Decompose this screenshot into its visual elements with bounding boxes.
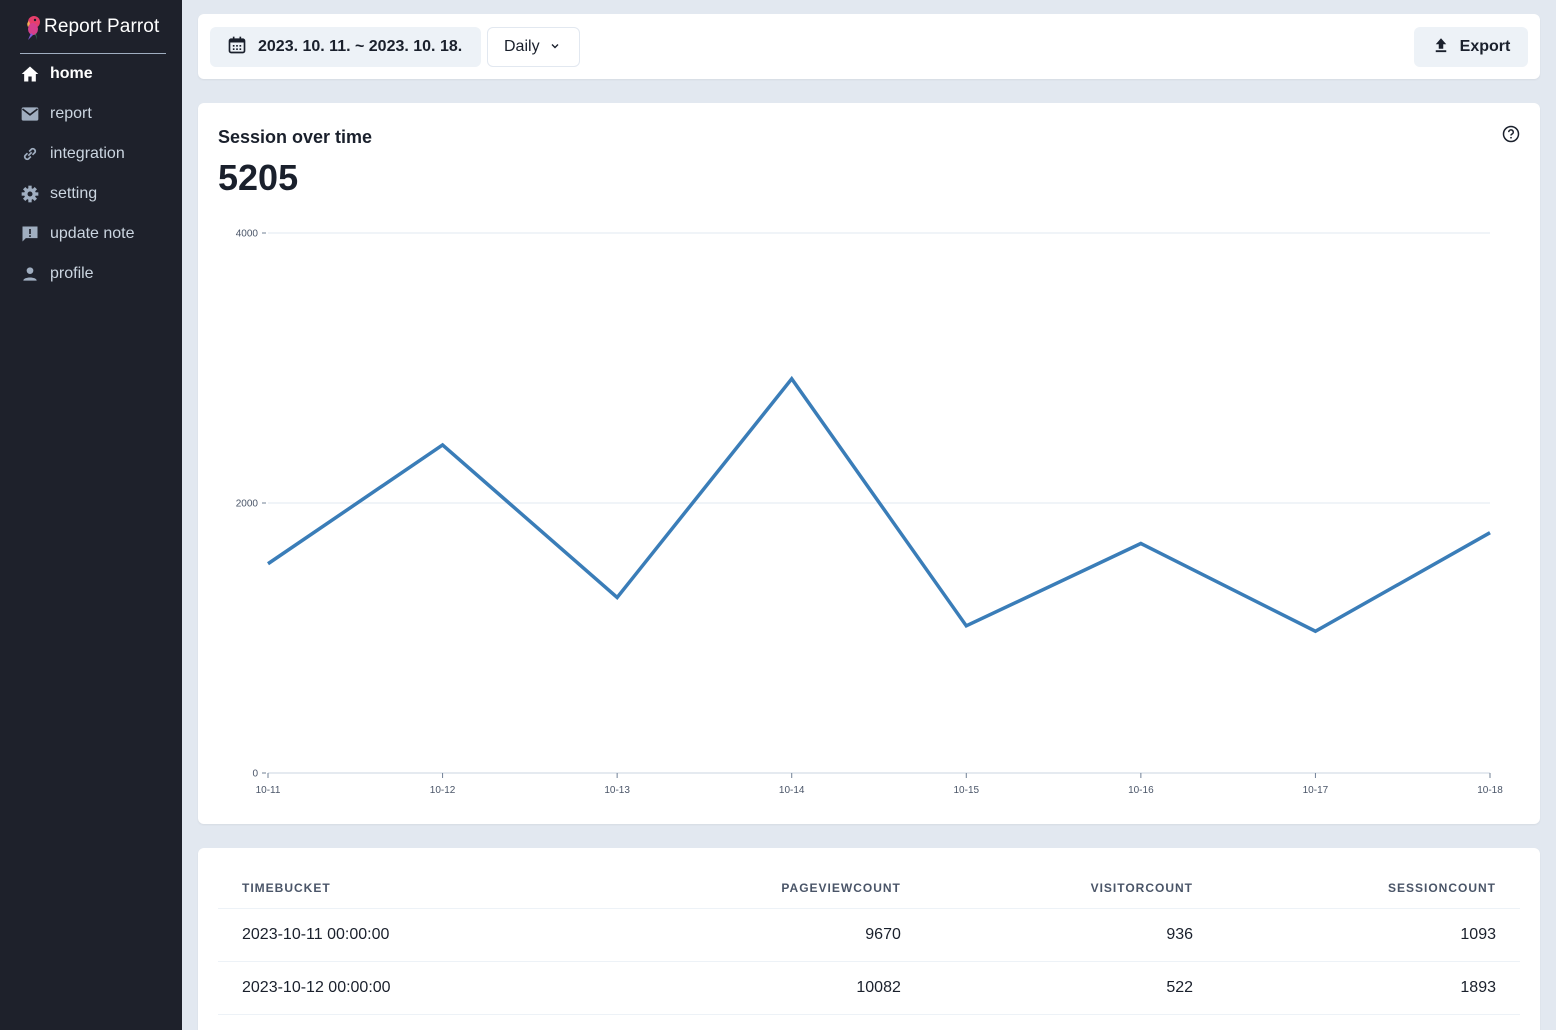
cell-visitorcount: 936 xyxy=(924,908,1218,962)
period-select[interactable]: Daily xyxy=(487,27,580,67)
column-header-timebucket[interactable]: TIMEBUCKET xyxy=(218,868,600,909)
parrot-logo-icon xyxy=(24,13,42,41)
session-total: 5205 xyxy=(218,157,299,198)
sidebar-item-profile[interactable]: profile xyxy=(0,254,182,294)
column-header-pageviewcount[interactable]: PAGEVIEWCOUNT xyxy=(599,868,925,909)
sidebar-item-label: integration xyxy=(50,145,125,162)
table-row: 2023-10-11 00:00:00 9670 936 1093 xyxy=(218,908,1520,962)
help-icon[interactable] xyxy=(1502,125,1520,143)
period-select-value: Daily xyxy=(504,38,540,55)
sidebar-item-label: setting xyxy=(50,185,98,202)
sidebar-item-label: home xyxy=(50,65,93,82)
x-tick-label: 10-16 xyxy=(1128,785,1154,796)
column-header-visitorcount[interactable]: VISITORCOUNT xyxy=(924,868,1218,909)
cell-timebucket: 2023-10-12 00:00:00 xyxy=(218,961,600,1015)
x-tick-label: 10-17 xyxy=(1303,785,1329,796)
x-tick-label: 10-12 xyxy=(430,785,456,796)
cell-timebucket: 2023-10-11 00:00:00 xyxy=(218,908,600,962)
session-chart-card: 0 2000 4000 10-11 10-12 10-13 10-14 10-15 10-16 1… xyxy=(198,103,1540,824)
sidebar-item-label: report xyxy=(50,105,92,122)
cell-sessioncount: 1893 xyxy=(1217,961,1520,1015)
cell-visitorcount: 522 xyxy=(924,961,1218,1015)
chart-title: Session over time xyxy=(218,127,373,147)
upload-icon xyxy=(1432,36,1450,59)
x-tick-label: 10-14 xyxy=(779,785,805,796)
date-range-label: 2023. 10. 11. ~ 2023. 10. 18. xyxy=(258,38,463,55)
user-icon xyxy=(20,264,40,284)
link-icon xyxy=(20,144,40,164)
sidebar-nav: home report integration setting update n… xyxy=(0,54,182,294)
table-header-row: TIMEBUCKET PAGEVIEWCOUNT VISITORCOUNT SE… xyxy=(218,868,1520,909)
column-header-sessioncount[interactable]: SESSIONCOUNT xyxy=(1217,868,1520,909)
sidebar-item-label: update note xyxy=(50,225,135,242)
data-table: TIMEBUCKET PAGEVIEWCOUNT VISITORCOUNT SE… xyxy=(218,868,1520,1015)
cell-pageviewcount: 9670 xyxy=(599,908,925,962)
series-line xyxy=(267,375,1491,634)
mail-icon xyxy=(20,104,40,124)
export-button[interactable]: Export xyxy=(1414,27,1528,67)
x-tick-label: 10-15 xyxy=(953,785,979,796)
calendar-icon xyxy=(227,35,247,60)
sidebar-item-integration[interactable]: integration xyxy=(0,134,182,174)
feedback-icon xyxy=(20,224,40,244)
export-label: Export xyxy=(1459,38,1511,55)
y-tick-label: 2000 xyxy=(236,499,259,510)
y-tick-label: 4000 xyxy=(236,229,259,240)
chevron-down-icon xyxy=(550,38,560,56)
y-tick-label: 0 xyxy=(252,769,258,780)
sidebar-item-home[interactable]: home xyxy=(0,54,182,94)
data-table-card: TIMEBUCKET PAGEVIEWCOUNT VISITORCOUNT SE… xyxy=(198,848,1540,1030)
cell-pageviewcount: 10082 xyxy=(599,961,925,1015)
sidebar: Report Parrot home report integration se… xyxy=(0,0,182,1030)
sidebar-item-label: profile xyxy=(50,265,94,282)
table-row: 2023-10-12 00:00:00 10082 522 1893 xyxy=(218,961,1520,1015)
sidebar-item-update-note[interactable]: update note xyxy=(0,214,182,254)
x-tick-label: 10-13 xyxy=(604,785,630,796)
sidebar-item-setting[interactable]: setting xyxy=(0,174,182,214)
x-tick-label: 10-11 xyxy=(256,785,281,796)
date-range-button[interactable]: 2023. 10. 11. ~ 2023. 10. 18. xyxy=(210,27,481,67)
cell-sessioncount: 1093 xyxy=(1217,908,1520,962)
brand[interactable]: Report Parrot xyxy=(20,0,166,54)
toolbar: 2023. 10. 11. ~ 2023. 10. 18. Daily Expo… xyxy=(198,14,1540,79)
sidebar-item-report[interactable]: report xyxy=(0,94,182,134)
brand-name: Report Parrot xyxy=(44,15,160,37)
session-line-chart: 0 2000 4000 10-11 10-12 10-13 10-14 10-15 10-16 1… xyxy=(236,229,1503,797)
home-icon xyxy=(20,64,40,84)
x-tick-label: 10-18 xyxy=(1477,785,1503,796)
gear-icon xyxy=(20,184,40,204)
